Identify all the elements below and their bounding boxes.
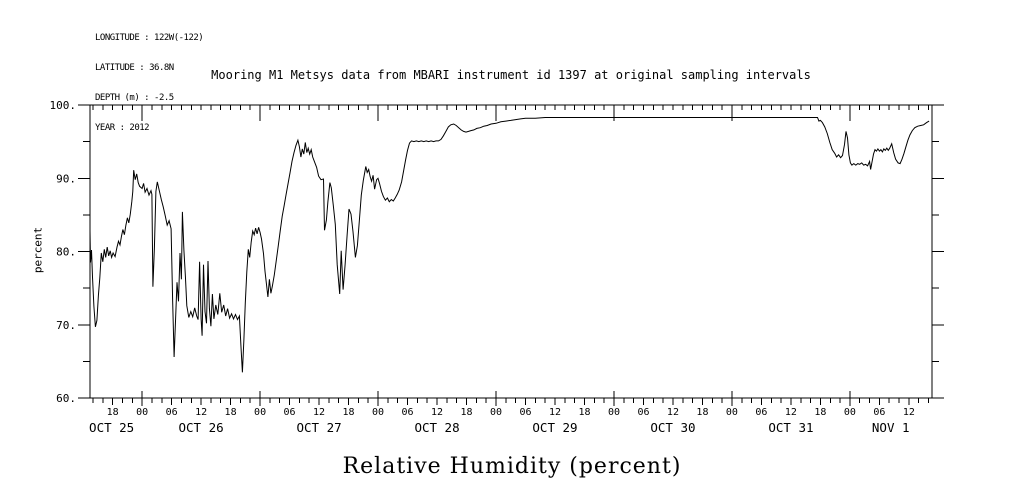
metadata-line-latitude: LATITUDE : 36.8N: [95, 63, 174, 73]
svg-text:06: 06: [402, 407, 414, 418]
svg-text:06: 06: [873, 407, 885, 418]
svg-text:00: 00: [726, 407, 738, 418]
metadata-line-longitude: LONGITUDE : 122W(-122): [95, 33, 204, 43]
svg-text:18: 18: [696, 407, 708, 418]
svg-text:06: 06: [284, 407, 296, 418]
metadata-line-depth: DEPTH (m) : -2.5: [95, 93, 174, 103]
svg-text:00: 00: [490, 407, 502, 418]
svg-text:OCT 26: OCT 26: [179, 420, 224, 435]
chart-title: Mooring M1 Metsys data from MBARI instru…: [211, 68, 811, 82]
svg-text:12: 12: [903, 407, 915, 418]
plot-metadata: LONGITUDE : 122W(-122) LATITUDE : 36.8N …: [95, 13, 204, 153]
svg-text:12: 12: [431, 407, 443, 418]
svg-text:80.: 80.: [56, 246, 76, 259]
svg-text:06: 06: [755, 407, 767, 418]
svg-text:06: 06: [637, 407, 649, 418]
svg-text:18: 18: [460, 407, 472, 418]
svg-text:12: 12: [195, 407, 207, 418]
svg-text:18: 18: [107, 407, 119, 418]
svg-text:00: 00: [254, 407, 266, 418]
svg-text:12: 12: [785, 407, 797, 418]
svg-text:OCT 28: OCT 28: [414, 420, 459, 435]
svg-text:00: 00: [372, 407, 384, 418]
svg-text:90.: 90.: [56, 172, 76, 185]
svg-text:18: 18: [225, 407, 237, 418]
svg-text:06: 06: [166, 407, 178, 418]
svg-text:18: 18: [578, 407, 590, 418]
svg-text:OCT 25: OCT 25: [89, 420, 134, 435]
svg-text:OCT 30: OCT 30: [650, 420, 695, 435]
svg-text:00: 00: [844, 407, 856, 418]
svg-text:00: 00: [608, 407, 620, 418]
svg-text:NOV 1: NOV 1: [872, 420, 910, 435]
svg-text:OCT 31: OCT 31: [768, 420, 813, 435]
svg-text:60.: 60.: [56, 392, 76, 405]
x-axis-label: Relative Humidity (percent): [342, 454, 682, 479]
svg-text:18: 18: [343, 407, 355, 418]
svg-text:12: 12: [667, 407, 679, 418]
svg-text:OCT 27: OCT 27: [296, 420, 341, 435]
svg-text:00: 00: [136, 407, 148, 418]
svg-text:OCT 29: OCT 29: [532, 420, 577, 435]
svg-text:100.: 100.: [50, 99, 77, 112]
svg-text:06: 06: [519, 407, 531, 418]
svg-text:18: 18: [814, 407, 826, 418]
metadata-line-year: YEAR : 2012: [95, 123, 150, 133]
humidity-series-line: [89, 117, 930, 373]
svg-text:12: 12: [313, 407, 325, 418]
svg-text:12: 12: [549, 407, 561, 418]
svg-text:70.: 70.: [56, 319, 76, 332]
